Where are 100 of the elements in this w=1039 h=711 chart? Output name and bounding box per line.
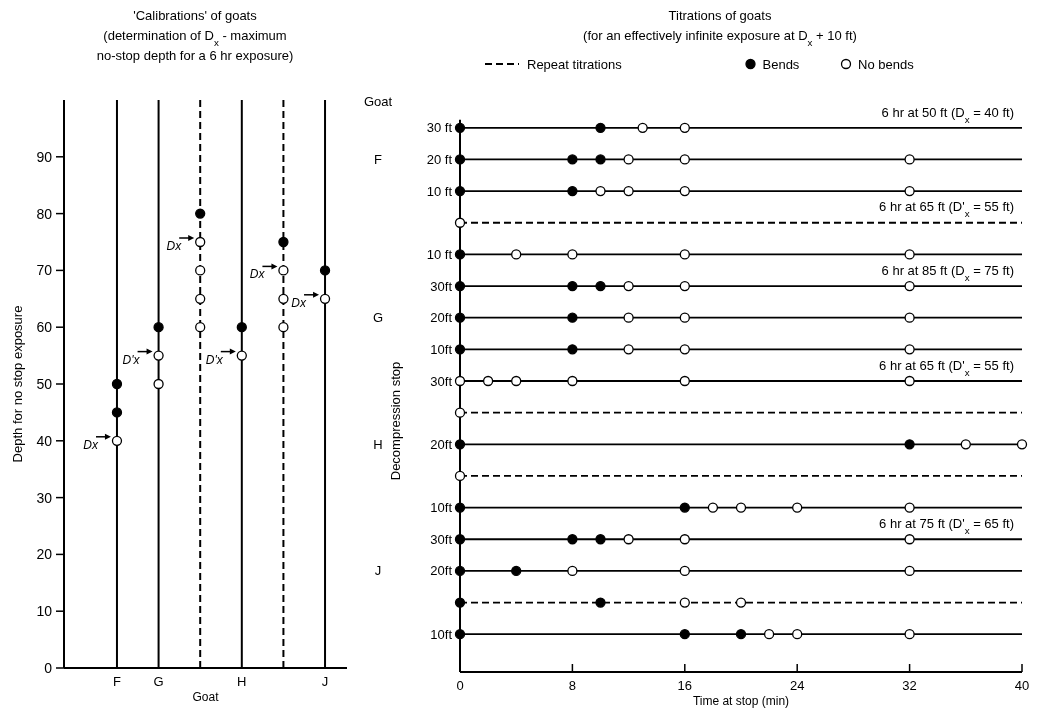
point (679, 597, 690, 608)
point (679, 629, 690, 640)
y-tick-label: 70 (36, 262, 53, 279)
point (623, 534, 634, 545)
point (679, 534, 690, 545)
point (679, 280, 690, 292)
point (679, 249, 690, 260)
point (454, 629, 466, 640)
point (567, 312, 578, 323)
y-tick-label: 40 (36, 432, 53, 449)
point (1016, 439, 1028, 450)
point (904, 565, 915, 577)
y-tick-label: 10ft (430, 626, 453, 642)
y-tick-label: 20 ft (426, 152, 453, 168)
point (567, 565, 578, 577)
point (153, 350, 164, 361)
point (623, 280, 634, 292)
point (679, 375, 690, 387)
point (623, 185, 634, 197)
annotation: Dx (166, 239, 183, 253)
point (153, 378, 164, 390)
point (623, 154, 634, 165)
y-tick-label: 30 ft (426, 120, 453, 136)
point (679, 185, 690, 197)
x-tick-label: 0 (456, 678, 464, 693)
x-tick-label: 8 (568, 678, 577, 693)
point (278, 322, 289, 333)
point (454, 122, 466, 133)
y-tick-label: 30ft (430, 278, 453, 294)
point (679, 344, 690, 355)
y-axis-title: Decompression stop (388, 361, 403, 481)
point (195, 265, 206, 276)
point (454, 344, 466, 355)
annotation: D'x (205, 352, 224, 367)
point (679, 565, 690, 577)
point (904, 629, 915, 640)
y-tick-label: 30ft (430, 373, 453, 389)
annotation: 6 hr at 85 ft (D$_{x}$ = 75 ft) (881, 262, 1014, 283)
point (595, 154, 606, 165)
point (904, 439, 915, 450)
point (454, 185, 466, 197)
point (735, 629, 747, 640)
point (623, 312, 634, 323)
point (454, 217, 466, 228)
point (595, 185, 606, 197)
point (195, 236, 206, 248)
x-tick-label: 16 (677, 678, 693, 693)
y-tick-label: 20ft (430, 436, 453, 452)
y-tick-label: 10 (36, 603, 53, 620)
y-tick-label: 20ft (430, 563, 453, 579)
annotation: 6 hr at 75 ft (D'$_{x}$ = 65 ft) (879, 515, 1014, 536)
y-tick-label: 30ft (430, 531, 453, 547)
annotation: D'x (122, 352, 141, 367)
point (567, 185, 578, 197)
point (904, 534, 915, 545)
y-tick-label: 30 (36, 489, 53, 506)
y-tick-label: 90 (36, 148, 53, 165)
point (511, 375, 522, 387)
point (567, 534, 578, 545)
point (792, 502, 803, 513)
x-tick-label: F (112, 674, 121, 689)
point (904, 502, 915, 513)
y-tick-label: 10ft (430, 500, 453, 516)
point (735, 597, 747, 608)
point (511, 565, 522, 577)
text: G (372, 310, 384, 326)
point (735, 502, 747, 513)
point (904, 344, 915, 355)
point (454, 249, 466, 260)
annotation: 6 hr at 65 ft (D'$_{x}$ = 55 ft) (879, 199, 1014, 219)
point (195, 208, 206, 219)
point (454, 502, 466, 513)
point (454, 439, 466, 450)
point (567, 375, 578, 387)
y-tick-label: 0 (44, 659, 53, 676)
y-tick-label: 20ft (430, 310, 453, 326)
point (454, 375, 466, 387)
point (960, 439, 971, 450)
x-tick-label: 24 (789, 678, 805, 693)
point (567, 154, 578, 165)
annotation: 6 hr at 65 ft (D'$_{x}$ = 55 ft) (879, 357, 1014, 378)
x-axis-title: Time at stop (min) (692, 694, 790, 708)
point (454, 597, 466, 608)
x-tick-label: 40 (1014, 678, 1030, 693)
point (707, 502, 719, 513)
x-tick-label: J (321, 674, 329, 689)
point (278, 265, 289, 276)
point (567, 344, 578, 355)
annotation: Dx (291, 295, 308, 310)
text: Repeat titrations (527, 56, 623, 72)
legend-label: No bends (858, 56, 915, 72)
point (482, 375, 494, 387)
point (278, 293, 289, 304)
point (679, 122, 690, 133)
chart-subtitle: (for an effectively infinite exposure at D$_{x}$ + 10 ft) (583, 28, 857, 48)
chart-subtitle: (determination of D$_{x}$ - maximum no-stop depth for a 6 hr exposure) (96, 28, 294, 63)
y-axis-title: Depth for no stop exposure (10, 305, 25, 463)
point (454, 534, 466, 545)
x-axis-title: Goat (192, 690, 220, 704)
point (679, 154, 690, 165)
